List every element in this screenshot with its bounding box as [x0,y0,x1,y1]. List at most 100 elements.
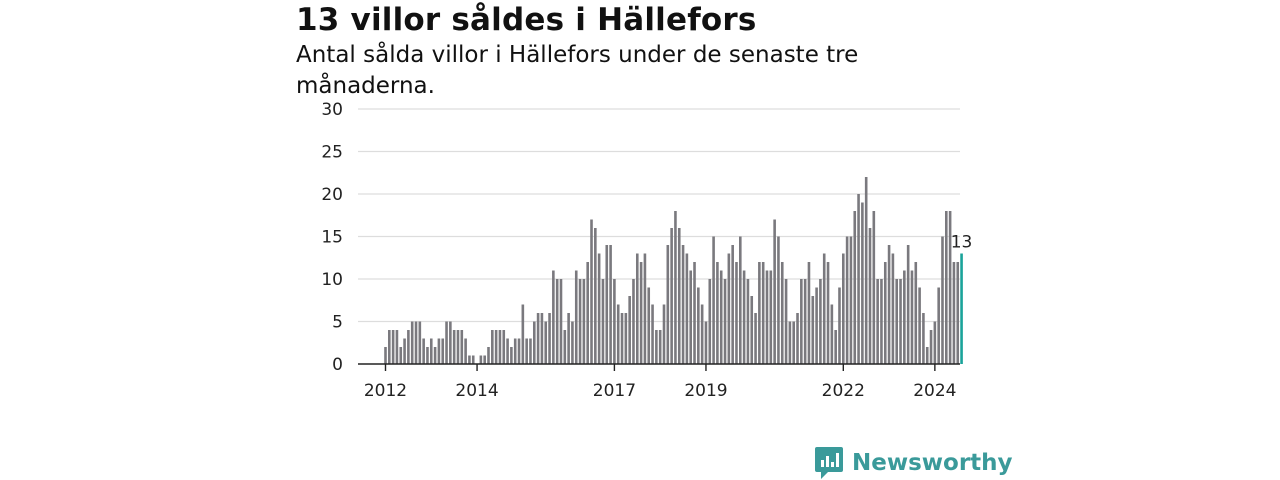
bar [540,313,544,364]
bar [735,262,738,364]
bar [727,253,731,364]
bar [498,330,502,364]
annotations: 13 [951,233,973,253]
bar [765,270,769,364]
bar [807,262,811,364]
bar [529,338,532,364]
bar [586,262,589,364]
bar [822,253,826,364]
newsworthy-logo-icon [815,447,843,479]
bar [719,270,723,364]
bar [773,219,776,364]
bar [861,202,864,364]
y-tick-label: 10 [321,270,343,290]
bar [658,330,662,364]
y-tick-label: 5 [332,313,343,333]
bar [479,355,483,364]
bar [887,245,891,364]
bar [708,279,712,364]
bar [670,228,673,364]
bar [891,253,895,364]
bar [483,355,486,364]
bar [426,347,429,364]
x-tick-label: 2017 [593,381,636,401]
bar [761,262,765,364]
bar [628,296,631,364]
bar [666,245,670,364]
bar [758,262,761,364]
bar [594,228,597,364]
bar [521,304,525,364]
bar [525,338,528,364]
latest-value-label: 13 [951,233,973,253]
bar [567,313,570,364]
bar [933,321,937,364]
bar-series [384,177,963,364]
bar [929,330,933,364]
bar [739,236,742,364]
bar [864,177,868,364]
bar [510,347,513,364]
bar [914,262,918,364]
bar [853,211,857,364]
bar [578,279,582,364]
newsworthy-logo[interactable]: Newsworthy [814,446,1013,480]
bar [506,338,509,364]
bar [544,321,548,364]
bar [849,236,853,364]
bar [632,279,635,364]
bar [647,287,651,364]
bar [643,253,647,364]
bar [491,330,494,364]
bar [548,313,551,364]
bar [445,321,448,364]
bar [399,347,403,364]
bar [811,296,815,364]
y-axis-ticks: 0 5 10 15 20 25 30 [321,100,343,375]
y-tick-label: 0 [332,355,343,375]
bar [845,236,849,364]
bar [880,279,883,364]
bar [838,287,841,364]
bar [952,262,956,364]
x-tick-label: 2014 [455,381,498,401]
bar [815,287,818,364]
bar [418,321,422,364]
bar [441,338,445,364]
bar [582,279,586,364]
bar [597,253,601,364]
bar [685,253,689,364]
bar [796,313,799,364]
bar [689,270,692,364]
bar [918,287,921,364]
y-tick-label: 20 [321,185,343,205]
bar [452,330,456,364]
bar [746,279,750,364]
bar [635,253,639,364]
bar [700,304,704,364]
brand-name: Newsworthy [852,450,1013,476]
bar [903,270,906,364]
bar [605,245,609,364]
bar [487,347,490,364]
bar [834,330,837,364]
bar [552,270,555,364]
bar-latest [960,253,963,364]
bar [937,287,940,364]
bar [872,211,876,364]
bar [800,279,803,364]
bar [609,245,612,364]
bar [830,304,834,364]
bar [868,228,872,364]
bar [616,304,620,364]
bar [449,321,452,364]
bar [792,321,795,364]
bar [655,330,658,364]
bar [517,338,521,364]
x-tick-label: 2019 [684,381,727,401]
bar [662,304,666,364]
bar [883,262,887,364]
x-axis-ticks: 2012 2014 2017 2019 2022 2024 [358,363,960,401]
bar [468,355,471,364]
